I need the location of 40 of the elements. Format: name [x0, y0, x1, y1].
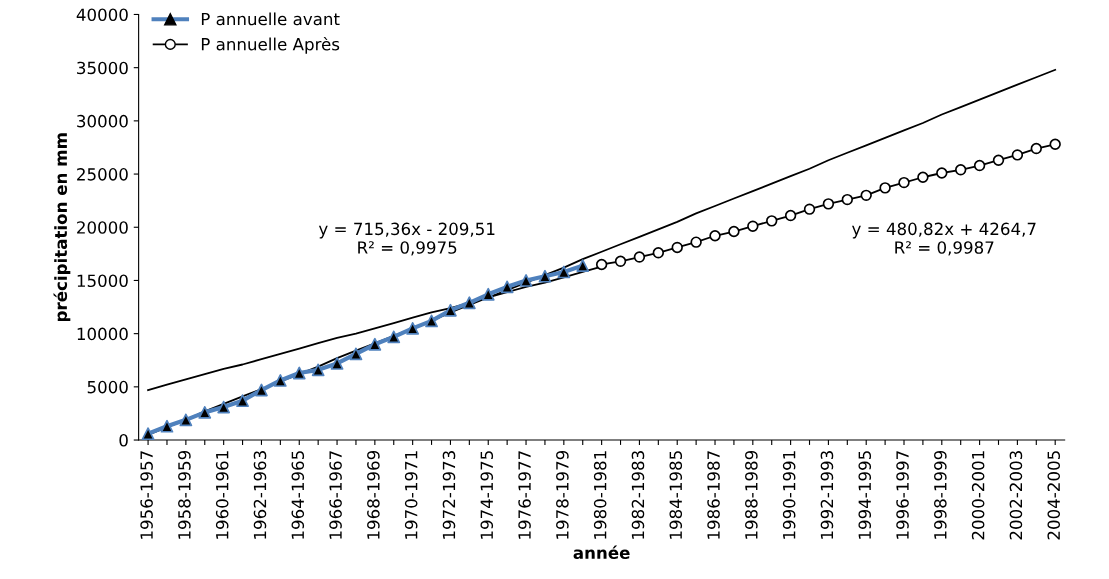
y-axis-title: précipitation en mm	[53, 133, 71, 322]
x-tick-label: 1998-1999	[934, 450, 947, 539]
x-tick-label: 1964-1965	[291, 451, 305, 539]
x-tick-label: 2000-2001	[971, 451, 985, 540]
legend-label: P annuelle avant	[201, 12, 340, 26]
x-tick-label: 1960-1961	[215, 451, 229, 539]
y-tick-label: 35000	[77, 61, 128, 75]
x-tick-label: 1968-1969	[367, 450, 380, 539]
x-tick-label: 2004-2005	[1047, 451, 1061, 540]
y-tick-label: 20000	[77, 221, 128, 234]
x-tick-label: 1980-1981	[593, 451, 607, 539]
x-tick-label: 1966-1967	[329, 451, 342, 539]
annotation: y = 715,36x - 209,51 R² = 0,9975	[318, 222, 495, 256]
x-tick-label: 1992-1993	[820, 451, 834, 539]
x-tick-label: 1978-1979	[556, 450, 569, 539]
x-tick-label: 1990-1991	[782, 451, 796, 539]
y-tick-label: 40000	[76, 8, 128, 22]
y-tick-label: 5000	[87, 380, 128, 394]
x-tick-label: 1958-1959	[178, 450, 191, 539]
y-tick-label: 0	[119, 434, 128, 447]
x-tick-label: 1962-1963	[253, 451, 267, 539]
x-tick-label: 2002-2003	[1009, 451, 1023, 540]
x-tick-label: 1970-1971	[404, 451, 418, 539]
x-tick-label: 1994-1995	[858, 451, 872, 539]
y-tick-label: 10000	[77, 327, 128, 341]
x-axis-title: année	[573, 545, 630, 560]
x-tick-label: 1984-1985	[669, 451, 683, 539]
annotation: y = 480,82x + 4264,7 R² = 0,9987	[852, 222, 1036, 256]
y-tick-label: 30000	[77, 114, 128, 128]
x-tick-label: 1982-1983	[631, 451, 645, 539]
x-tick-label: 1974-1975	[480, 451, 494, 539]
x-tick-label: 1956-1957	[140, 451, 153, 539]
y-tick-label: 25000	[77, 168, 128, 181]
x-tick-label: 1986-1987	[707, 451, 720, 539]
y-tick-label: 15000	[77, 274, 128, 288]
x-tick-label: 1972-1973	[442, 451, 456, 539]
x-tick-label: 1996-1997	[896, 451, 909, 539]
x-tick-label: 1988-1989	[745, 450, 758, 539]
legend-label: P annuelle Après	[201, 36, 340, 54]
x-tick-label: 1976-1977	[518, 451, 531, 539]
